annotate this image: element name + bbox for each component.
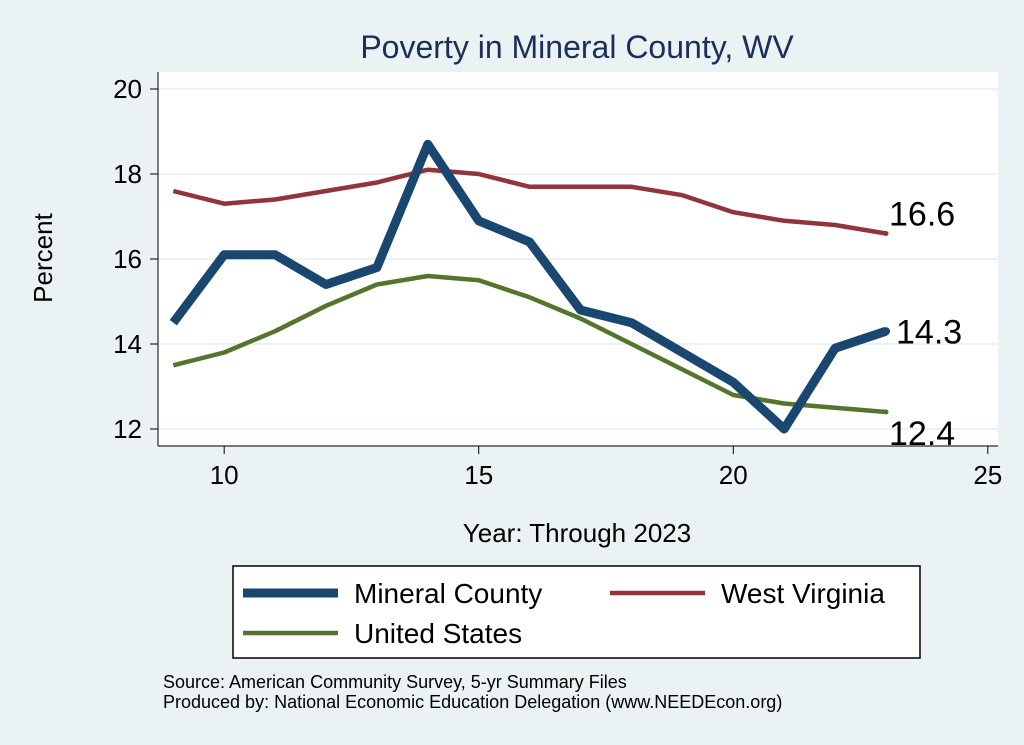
y-tick-label: 16 — [113, 244, 142, 274]
source-notes: Source: American Community Survey, 5-yr … — [163, 672, 782, 712]
axis-ticks: 12 14 16 18 20 10 15 20 25 — [113, 74, 1002, 490]
x-tick-label: 25 — [973, 460, 1002, 490]
series-end-marker — [883, 231, 889, 236]
x-axis-title: Year: Through 2023 — [463, 518, 691, 548]
end-labels: 14.3 16.6 12.4 — [889, 196, 962, 454]
legend-box — [232, 565, 921, 659]
y-tick-label: 20 — [113, 74, 142, 104]
legend-label: United States — [354, 618, 522, 649]
produced-by-text: Produced by: National Economic Education… — [163, 692, 783, 712]
x-tick-label: 15 — [464, 460, 493, 490]
united-states-line — [172, 273, 887, 415]
end-label: 14.3 — [896, 313, 962, 351]
series-end-marker — [883, 409, 889, 415]
x-tick-label: 20 — [719, 460, 748, 490]
y-tick-label: 12 — [113, 414, 142, 444]
end-label: 16.6 — [889, 196, 955, 234]
y-axis-title: Percent — [28, 212, 58, 302]
y-tick-label: 18 — [113, 159, 142, 189]
legend-label: West Virginia — [721, 578, 885, 609]
west-virginia-line — [172, 167, 887, 236]
legend-label: Mineral County — [354, 578, 542, 609]
mineral-county-line — [169, 139, 888, 434]
end-label: 12.4 — [889, 415, 955, 453]
y-tick-label: 14 — [113, 329, 142, 359]
source-text: Source: American Community Survey, 5-yr … — [163, 672, 627, 692]
series-end-marker — [882, 327, 890, 336]
chart-title: Poverty in Mineral County, WV — [360, 29, 794, 65]
x-tick-label: 10 — [210, 460, 239, 490]
legend: Mineral County West Virginia United States — [243, 578, 885, 649]
series-lines — [169, 139, 890, 434]
